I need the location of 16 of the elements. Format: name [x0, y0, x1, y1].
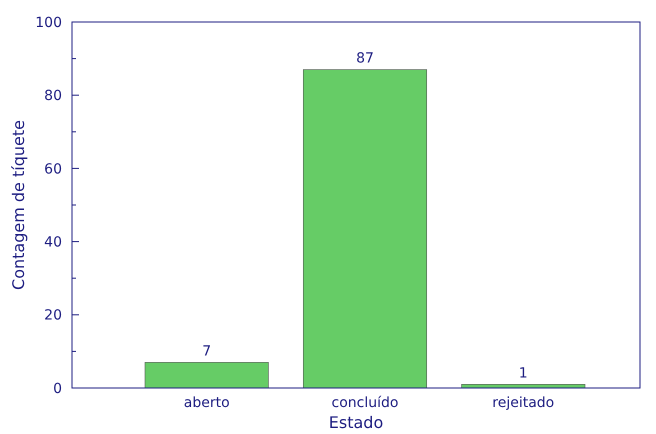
y-tick-label: 40: [44, 234, 62, 250]
x-tick-label: rejeitado: [492, 395, 554, 411]
data-label: 1: [518, 365, 528, 382]
y-tick-label: 0: [53, 380, 62, 397]
y-tick-label: 100: [35, 14, 62, 31]
y-tick-label: 80: [44, 88, 62, 104]
x-tick-label: concluído: [332, 395, 398, 411]
y-tick-label: 20: [44, 308, 62, 324]
x-tick-label: aberto: [184, 395, 230, 411]
data-label: 87: [356, 50, 374, 67]
y-tick-label: 60: [44, 161, 62, 178]
data-label: 7: [202, 343, 212, 360]
y-axis-title: Contagem de tíquete: [9, 120, 28, 290]
bar: [144, 362, 269, 388]
x-axis-title: Estado: [328, 413, 384, 432]
bar: [302, 69, 428, 388]
